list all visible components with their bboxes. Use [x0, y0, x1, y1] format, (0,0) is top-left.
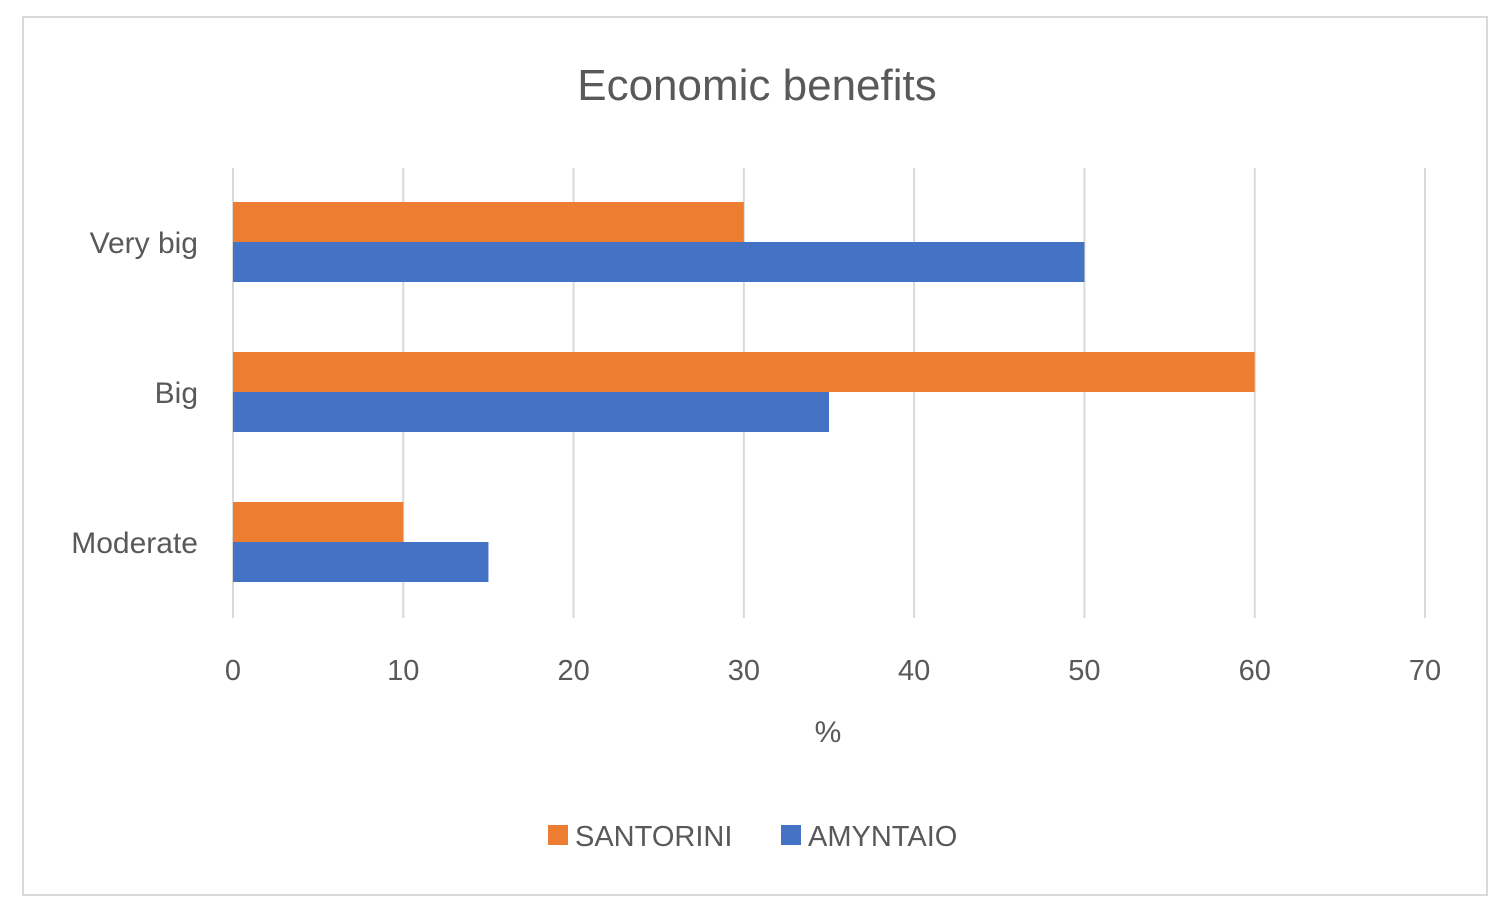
bar-amyntaio-very-big	[233, 242, 1085, 282]
bar-santorini-very-big	[233, 202, 744, 242]
legend-label-santorini: SANTORINI	[575, 821, 732, 853]
bar-amyntaio-moderate	[233, 542, 489, 582]
category-label-moderate: Moderate	[71, 527, 198, 560]
legend-swatch-santorini	[548, 825, 568, 845]
x-tick-label-10: 10	[387, 655, 419, 687]
bar-amyntaio-big	[233, 392, 829, 432]
legend-label-amyntaio: AMYNTAIO	[808, 821, 957, 853]
chart-title: Economic benefits	[577, 61, 937, 110]
x-tick-label-60: 60	[1239, 655, 1271, 687]
x-axis-label: %	[815, 716, 842, 749]
x-tick-label-40: 40	[898, 655, 930, 687]
bar-santorini-big	[233, 352, 1255, 392]
x-tick-labels: 0 10 20 30 40 50 60 70	[225, 655, 1441, 687]
chart-frame	[22, 16, 1488, 896]
bars	[233, 202, 1255, 582]
category-label-very-big: Very big	[90, 227, 198, 260]
x-tick-label-20: 20	[557, 655, 589, 687]
bar-santorini-moderate	[233, 502, 404, 542]
legend-swatch-amyntaio	[781, 825, 801, 845]
x-tick-label-50: 50	[1068, 655, 1100, 687]
category-labels: Very big Big Moderate	[71, 227, 198, 560]
x-tick-label-70: 70	[1409, 655, 1441, 687]
x-tick-label-0: 0	[225, 655, 241, 687]
x-tick-label-30: 30	[728, 655, 760, 687]
category-label-big: Big	[155, 377, 198, 410]
legend: SANTORINI AMYNTAIO	[548, 821, 957, 853]
